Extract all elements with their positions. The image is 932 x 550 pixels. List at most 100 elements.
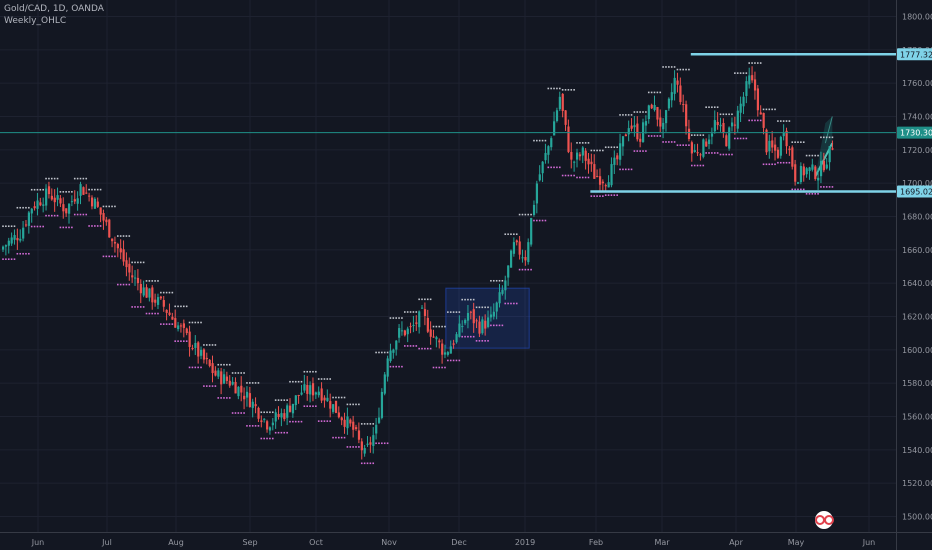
weekly-low-marker — [237, 412, 240, 414]
candle — [501, 285, 504, 296]
weekly-high-marker — [521, 213, 524, 216]
weekly-high-marker — [246, 382, 248, 384]
candle-body — [489, 314, 493, 318]
x-tick-label: Oct — [309, 538, 323, 547]
candle — [33, 201, 36, 211]
candle — [113, 236, 117, 253]
weekly-low-marker — [378, 442, 380, 445]
weekly-high-marker — [326, 378, 329, 380]
x-tick-label: Apr — [729, 538, 744, 547]
y-axis[interactable]: 1800.0001780.0001760.0001740.0001720.000… — [896, 0, 932, 550]
weekly-low-marker — [558, 166, 561, 169]
weekly-low-marker — [168, 323, 171, 325]
candle-body — [59, 198, 62, 204]
weekly-low-marker — [76, 213, 79, 216]
weekly-low-marker — [381, 442, 383, 445]
candle-body — [16, 238, 19, 241]
candle-body — [168, 312, 171, 315]
weekly-low-marker — [670, 141, 673, 143]
indicator-label[interactable]: Weekly_OHLC — [4, 16, 67, 26]
weekly-high-marker — [725, 113, 728, 116]
weekly-high-marker — [765, 108, 768, 111]
candle-body — [624, 134, 627, 137]
weekly-low-marker — [271, 437, 274, 440]
weekly-low-marker — [513, 302, 515, 305]
weekly-low-marker — [137, 306, 139, 308]
candle-body — [733, 124, 737, 126]
weekly-low-marker — [13, 258, 16, 260]
weekly-high-marker — [96, 188, 99, 191]
weekly-low-marker — [119, 283, 122, 286]
candle — [162, 296, 165, 312]
candle — [116, 242, 119, 258]
candle-body — [435, 337, 438, 340]
x-tick-label: Jul — [101, 538, 112, 547]
candle — [739, 96, 742, 123]
weekly-high-marker — [142, 261, 145, 264]
candle — [702, 138, 705, 159]
weekly-low-marker — [808, 193, 811, 195]
candle-body — [495, 302, 498, 312]
candle-body — [469, 311, 473, 313]
weekly-high-marker — [383, 351, 386, 354]
candle — [443, 344, 447, 359]
weekly-high-marker — [736, 72, 739, 74]
candle — [406, 326, 409, 343]
weekly-high-marker — [139, 261, 142, 264]
candle-body — [334, 400, 338, 413]
weekly-high-marker — [395, 317, 397, 319]
candle-body — [294, 395, 297, 406]
weekly-high-marker — [358, 403, 360, 406]
candle — [286, 403, 289, 426]
weekly-high-marker — [412, 311, 415, 313]
weekly-high-marker — [105, 205, 108, 208]
candle — [524, 250, 527, 266]
candle — [627, 120, 630, 142]
weekly-low-marker — [665, 141, 667, 143]
weekly-high-marker — [823, 136, 825, 139]
candle-body — [432, 336, 435, 338]
y-tick-label: 1500.000 — [902, 513, 932, 522]
candle — [349, 418, 352, 427]
weekly-low-marker — [25, 252, 27, 255]
candle-body — [291, 403, 295, 414]
x-tick-label: Jun — [31, 538, 45, 547]
weekly-high-marker — [567, 89, 570, 91]
weekly-high-marker — [558, 87, 561, 90]
weekly-low-marker — [254, 425, 257, 427]
weekly-high-marker — [294, 380, 297, 383]
weekly-high-marker — [782, 120, 785, 122]
y-tick-label: 1620.000 — [902, 313, 932, 322]
weekly-high-marker — [748, 62, 750, 64]
weekly-high-marker — [148, 280, 151, 282]
weekly-high-marker — [45, 177, 47, 180]
weekly-low-marker — [521, 268, 524, 271]
candle-body — [369, 442, 372, 445]
weekly-high-marker — [467, 298, 469, 301]
weekly-high-marker — [447, 311, 449, 313]
x-axis[interactable]: Jun Jul Aug Sep Oct Nov Dec 2019 Feb Mar Apr May Jun — [0, 532, 932, 548]
weekly-high-marker — [484, 306, 486, 309]
candle — [598, 168, 602, 192]
candle — [389, 343, 392, 363]
weekly-low-marker — [596, 195, 598, 197]
weekly-high-marker — [183, 305, 185, 308]
weekly-low-marker — [22, 252, 24, 255]
weekly-high-marker — [7, 225, 10, 228]
candle-body — [174, 318, 177, 328]
candle-body — [472, 309, 475, 324]
weekly-low-marker — [317, 420, 320, 422]
candle-body — [142, 287, 145, 296]
candle — [111, 238, 114, 248]
weekly-high-marker — [670, 66, 673, 68]
weekly-high-marker — [607, 146, 610, 149]
weekly-high-marker — [696, 134, 699, 136]
weekly-high-marker — [286, 399, 288, 401]
weekly-high-marker — [507, 233, 509, 236]
weekly-high-marker — [203, 344, 205, 346]
candle — [214, 366, 217, 377]
candle-body — [7, 240, 10, 246]
weekly-high-marker — [94, 188, 96, 191]
candle-body — [271, 422, 274, 426]
